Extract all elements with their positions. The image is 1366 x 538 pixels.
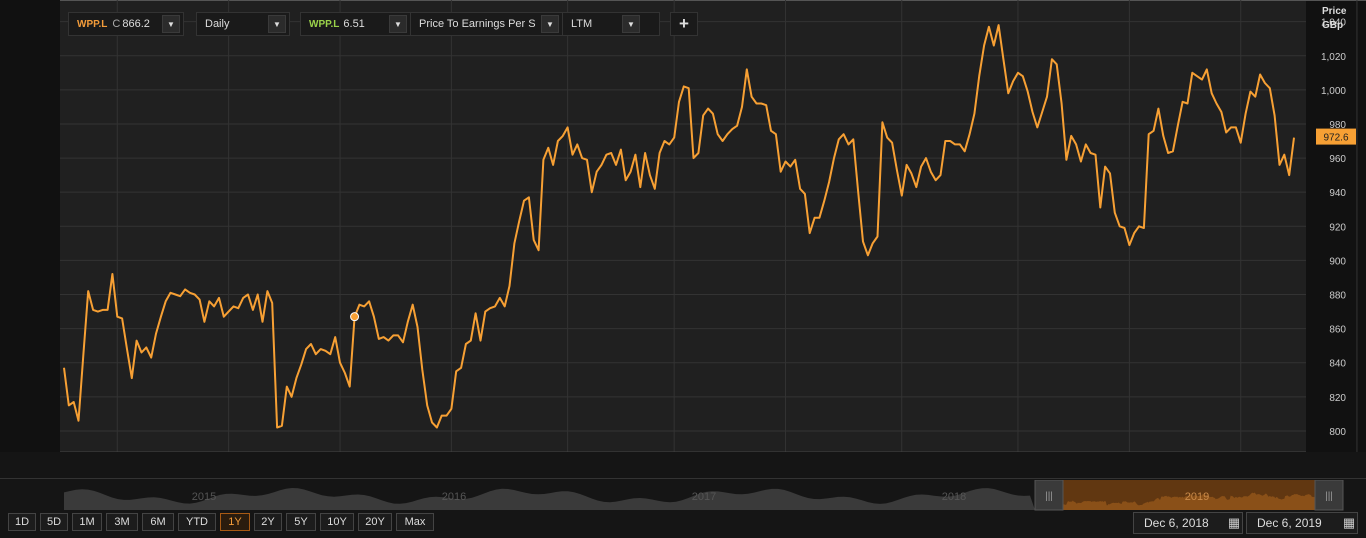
symbol-selector[interactable]: WPP.L C 866.2 ▼ bbox=[68, 12, 184, 36]
interval-label: Daily bbox=[205, 18, 230, 30]
study-name-selector[interactable]: Price To Earnings Per S ▼ bbox=[411, 13, 563, 35]
period-button-3m[interactable]: 3M bbox=[106, 513, 138, 531]
period-button-6m[interactable]: 6M bbox=[142, 513, 174, 531]
y-tick-label: 960 bbox=[1329, 154, 1346, 165]
study-name: Price To Earnings Per S bbox=[419, 18, 536, 30]
period-button-1y[interactable]: 1Y bbox=[220, 513, 250, 531]
study-symbol-selector[interactable]: WPP.L 6.51 ▼ bbox=[301, 13, 411, 35]
study-symbol: WPP.L bbox=[309, 18, 340, 30]
chevron-down-icon[interactable]: ▼ bbox=[389, 15, 407, 33]
study-panel: WPP.L 6.51 ▼ Price To Earnings Per S ▼ L… bbox=[300, 12, 660, 36]
calendar-icon[interactable]: ▦ bbox=[1227, 515, 1241, 530]
chart-area[interactable]: 800 820 840 860 880 900 920 940 960 980 1,000 1,020… bbox=[0, 0, 1366, 478]
navigator-year-label: 2016 bbox=[442, 491, 466, 503]
price-chart[interactable]: 800 820 840 860 880 900 920 940 960 980 1,000 1,020… bbox=[0, 0, 1366, 478]
period-button-max[interactable]: Max bbox=[396, 513, 434, 531]
plus-icon: + bbox=[679, 14, 689, 33]
study-period-selector[interactable]: LTM ▼ bbox=[563, 13, 643, 35]
period-button-20y[interactable]: 20Y bbox=[358, 513, 392, 531]
chevron-down-icon[interactable]: ▼ bbox=[268, 15, 286, 33]
symbol-label: WPP.L bbox=[77, 18, 108, 30]
y-tick-label: 800 bbox=[1329, 427, 1346, 438]
navigator-mini-chart[interactable]: 2015 2016 2017 2018 2019 ||| ||| bbox=[0, 480, 1366, 512]
navigator-year-label: 2019 bbox=[1185, 491, 1209, 503]
price-series-line bbox=[63, 24, 1295, 429]
study-value: 6.51 bbox=[343, 18, 365, 30]
y-tick-label: 860 bbox=[1329, 325, 1346, 336]
grip-icon: ||| bbox=[1045, 491, 1053, 502]
add-study-button[interactable]: + bbox=[670, 12, 698, 36]
navigator-left-handle[interactable] bbox=[1034, 480, 1064, 511]
y-axis-title: Price bbox=[1322, 6, 1347, 17]
close-prefix: C bbox=[112, 18, 121, 30]
close-value: 866.2 bbox=[122, 18, 150, 30]
calendar-icon[interactable]: ▦ bbox=[1342, 515, 1356, 530]
navigator-right-handle[interactable] bbox=[1314, 480, 1344, 511]
y-tick-label: 980 bbox=[1329, 120, 1346, 131]
interval-selector[interactable]: Daily ▼ bbox=[196, 12, 290, 36]
navigator-year-label: 2017 bbox=[692, 491, 716, 503]
y-tick-label: 1,020 bbox=[1321, 52, 1346, 63]
period-button-10y[interactable]: 10Y bbox=[320, 513, 354, 531]
period-button-5d[interactable]: 5D bbox=[40, 513, 68, 531]
last-value-label: 972.6 bbox=[1323, 133, 1348, 144]
grip-icon: ||| bbox=[1325, 491, 1333, 502]
y-tick-label: 880 bbox=[1329, 291, 1346, 302]
chevron-down-icon[interactable]: ▼ bbox=[622, 15, 640, 33]
y-tick-label: 920 bbox=[1329, 222, 1346, 233]
y-tick-label: 1,040 bbox=[1321, 18, 1346, 29]
hover-point bbox=[350, 312, 360, 322]
y-tick-label: 820 bbox=[1329, 393, 1346, 404]
y-tick-label: 900 bbox=[1329, 256, 1346, 267]
period-button-ytd[interactable]: YTD bbox=[178, 513, 216, 531]
period-button-1d[interactable]: 1D bbox=[8, 513, 36, 531]
period-button-2y[interactable]: 2Y bbox=[254, 513, 282, 531]
y-tick-label: 940 bbox=[1329, 188, 1346, 199]
end-date-field[interactable]: Dec 6, 2019 bbox=[1246, 512, 1358, 534]
period-button-5y[interactable]: 5Y bbox=[286, 513, 316, 531]
y-axis-unit: GBp bbox=[1322, 20, 1343, 31]
navigator-year-label: 2018 bbox=[942, 491, 966, 503]
navigator-year-label: 2015 bbox=[192, 491, 216, 503]
last-value-badge bbox=[1316, 128, 1356, 145]
y-tick-label: 840 bbox=[1329, 359, 1346, 370]
chevron-down-icon[interactable]: ▼ bbox=[162, 15, 180, 33]
period-button-1m[interactable]: 1M bbox=[72, 513, 102, 531]
start-date-field[interactable]: Dec 6, 2018 bbox=[1133, 512, 1243, 534]
study-period: LTM bbox=[571, 18, 593, 30]
chevron-down-icon[interactable]: ▼ bbox=[541, 15, 559, 33]
y-tick-label: 1,000 bbox=[1321, 86, 1346, 97]
